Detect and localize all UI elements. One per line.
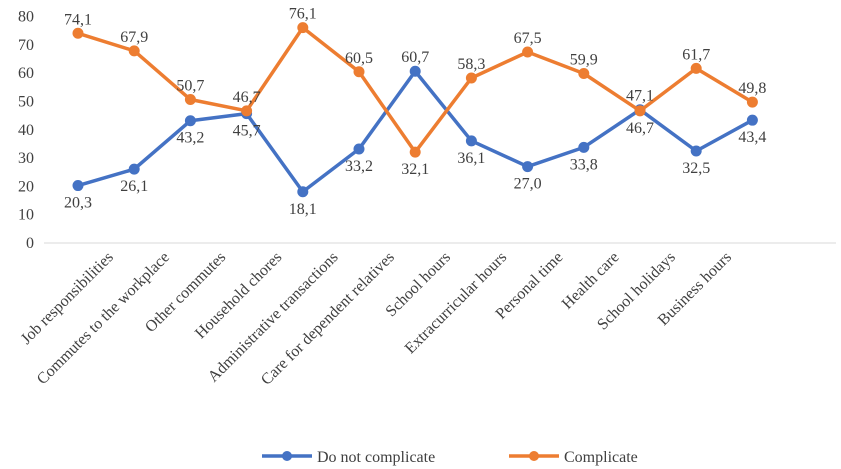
data-point (522, 161, 534, 173)
data-label: 18,1 (289, 201, 317, 218)
data-label: 67,9 (120, 29, 148, 46)
data-point (409, 146, 421, 158)
data-label: 50,7 (176, 78, 204, 95)
data-point (128, 163, 140, 175)
data-point (353, 143, 365, 155)
data-label: 45,7 (233, 123, 261, 140)
data-point (578, 67, 590, 79)
data-point (184, 94, 196, 106)
data-label: 32,1 (401, 161, 429, 178)
data-point (72, 27, 84, 39)
data-point (241, 105, 253, 117)
legend-label: Complicate (564, 449, 638, 466)
data-label: 32,5 (682, 160, 710, 177)
data-label: 61,7 (682, 46, 710, 63)
data-label: 60,5 (345, 50, 373, 67)
y-tick-label: 70 (18, 37, 34, 54)
data-point (522, 46, 534, 58)
data-label: 43,4 (738, 129, 766, 146)
legend-marker (529, 451, 539, 461)
data-label: 59,9 (570, 51, 598, 68)
data-point (128, 45, 140, 57)
data-label: 67,5 (514, 30, 542, 47)
data-label: 46,7 (233, 89, 261, 106)
x-category-label: Job responsibilities (18, 249, 117, 348)
data-point (409, 65, 421, 77)
series-complicate (72, 22, 758, 158)
data-label: 20,3 (64, 195, 92, 212)
data-point (184, 115, 196, 127)
data-label: 43,2 (176, 130, 204, 147)
data-point (465, 72, 477, 84)
y-tick-label: 50 (18, 94, 34, 111)
legend-label: Do not complicate (317, 449, 435, 466)
data-labels: 20,3 74,1 26,1 67,9 43,2 50,7 45,7 46,7 18,1 76,1… (64, 6, 766, 218)
data-label: 76,1 (289, 6, 317, 23)
data-label: 46,7 (626, 120, 654, 137)
y-tick-label: 60 (18, 65, 34, 82)
y-tick-label: 80 (18, 9, 34, 26)
data-point (72, 180, 84, 192)
data-point (746, 114, 758, 126)
data-label: 27,0 (514, 176, 542, 193)
y-tick-label: 0 (26, 235, 34, 252)
y-tick-label: 30 (18, 150, 34, 167)
data-label: 49,8 (738, 80, 766, 97)
data-point (634, 105, 646, 117)
legend-marker (282, 451, 292, 461)
data-label: 36,1 (457, 150, 485, 167)
data-point (465, 135, 477, 147)
data-label: 74,1 (64, 11, 92, 28)
data-label: 47,1 (626, 88, 654, 105)
y-tick-label: 20 (18, 178, 34, 195)
data-point (353, 66, 365, 78)
data-point (690, 62, 702, 74)
data-label: 26,1 (120, 178, 148, 195)
y-tick-label: 40 (18, 122, 34, 139)
data-label: 33,8 (570, 156, 598, 173)
data-label: 58,3 (457, 56, 485, 73)
y-axis: 0 10 20 30 40 50 60 70 80 (18, 9, 34, 252)
data-point (578, 141, 590, 153)
legend: Do not complicate Complicate (262, 449, 638, 466)
data-point (297, 22, 309, 34)
series-layer (72, 22, 758, 198)
data-point (690, 145, 702, 157)
y-tick-label: 10 (18, 207, 34, 224)
data-point (746, 96, 758, 108)
data-label: 33,2 (345, 158, 373, 175)
x-category-label: Extracurricular hours (402, 249, 510, 357)
data-label: 60,7 (401, 49, 429, 66)
data-point (297, 186, 309, 198)
